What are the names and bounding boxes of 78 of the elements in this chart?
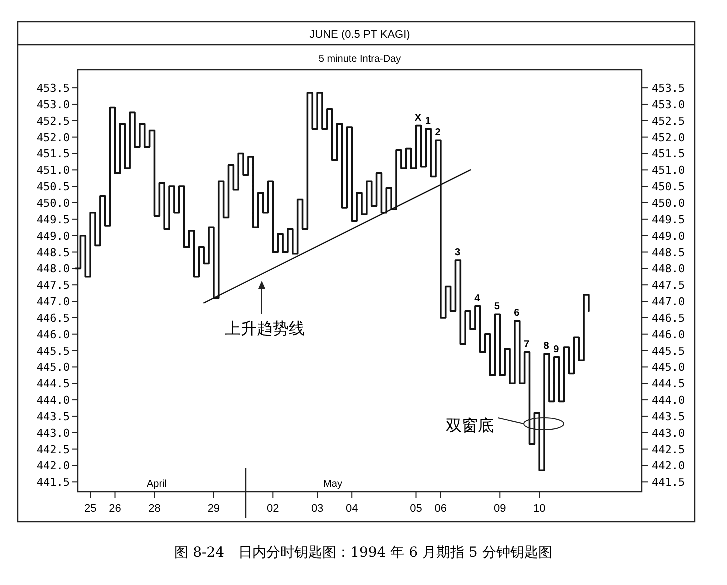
- y-tick-label: 443.0: [36, 426, 70, 440]
- y-tick-label: 445.5: [36, 344, 70, 358]
- text: 451.0: [652, 164, 686, 178]
- y-tick-label: 441.5: [36, 476, 70, 490]
- y-tick-label: 448.5: [36, 246, 70, 260]
- y-tick-label: 452.5: [36, 114, 70, 128]
- annotation: 4: [474, 293, 481, 304]
- x-tick-label: 25: [84, 503, 97, 515]
- text: 450.5: [652, 180, 686, 194]
- y-tick-label: 452.0: [36, 131, 70, 144]
- x-tick-label: 02: [267, 503, 280, 515]
- text: 445.5: [652, 344, 686, 358]
- text: 444.5: [652, 378, 686, 391]
- x-tick-label: 09: [494, 503, 506, 515]
- y-tick-label: 446.0: [36, 328, 70, 342]
- text: 453.0: [652, 98, 686, 112]
- y-tick-label: 450.5: [36, 180, 70, 194]
- y-tick-label: 450.0: [36, 197, 70, 210]
- annotation: 9: [554, 344, 560, 356]
- x-tick-label: 03: [311, 503, 324, 515]
- x-tick-label: 10: [533, 503, 546, 515]
- y-tick-label: 453.0: [36, 98, 70, 112]
- y-tick-label: 442.0: [36, 460, 70, 473]
- text: 442.0: [652, 460, 686, 473]
- chart-title: JUNE (0.5 PT KAGI): [310, 29, 410, 41]
- text: 450.0: [652, 197, 686, 210]
- caption: 图 8-24 日内分时钥匙图：1994 年 6 月期指 5 分钟钥匙图: [174, 545, 552, 561]
- annotation: 8: [544, 341, 550, 352]
- y-tick-label: 449.5: [36, 213, 70, 226]
- x-tick-label: 05: [410, 503, 422, 515]
- y-tick-label: 444.5: [36, 378, 70, 391]
- y-tick-label: 444.0: [36, 394, 70, 408]
- text: 449.0: [652, 230, 686, 243]
- x-tick-label: 06: [434, 503, 448, 515]
- y-tick-label: 453.5: [36, 82, 70, 96]
- x-tick-label: 04: [346, 503, 358, 515]
- text: 445.0: [652, 361, 686, 374]
- text: 443.5: [652, 410, 686, 424]
- annotation: 5: [494, 302, 500, 313]
- text: 447.5: [652, 279, 686, 292]
- text: 447.0: [652, 296, 686, 309]
- text: 446.5: [652, 312, 686, 325]
- y-tick-label: 442.5: [36, 443, 70, 456]
- text: 441.5: [652, 476, 686, 490]
- y-tick-label: 451.5: [36, 148, 70, 161]
- text: 448.5: [652, 246, 686, 260]
- annotation: 双窗底: [446, 416, 494, 435]
- text: 452.5: [652, 114, 686, 128]
- y-tick-label: 445.0: [36, 361, 70, 374]
- y-tick-label: 451.0: [36, 164, 70, 178]
- annotation: 上升趋势线: [225, 319, 305, 338]
- text: 443.0: [652, 426, 686, 440]
- y-tick-label: 449.0: [36, 230, 70, 243]
- chart-subtitle: 5 minute Intra-Day: [318, 54, 402, 65]
- text: 452.0: [652, 131, 686, 144]
- x-tick-label: 28: [148, 503, 161, 515]
- text: 451.5: [652, 148, 686, 161]
- annotation: 1: [425, 116, 432, 128]
- text: 442.5: [652, 443, 686, 456]
- annotation: April: [146, 479, 168, 490]
- text: 444.0: [652, 394, 686, 408]
- text: 446.0: [652, 328, 686, 342]
- y-tick-label: 443.5: [36, 410, 70, 424]
- text: 448.0: [652, 262, 686, 276]
- annotation: 2: [435, 128, 442, 139]
- annotation: May: [324, 479, 342, 490]
- annotation: 6: [514, 308, 520, 320]
- text: 453.5: [652, 82, 686, 96]
- x-tick-label: 29: [208, 503, 220, 515]
- x-tick-label: 26: [109, 503, 122, 515]
- annotation: X: [414, 112, 422, 124]
- y-tick-label: 447.0: [36, 296, 70, 309]
- y-tick-label: 446.5: [36, 312, 70, 325]
- text: 449.5: [652, 213, 686, 226]
- annotation: 3: [454, 247, 461, 258]
- y-tick-label: 448.0: [36, 262, 70, 276]
- y-tick-label: 447.5: [36, 279, 70, 292]
- annotation: 7: [524, 339, 530, 350]
